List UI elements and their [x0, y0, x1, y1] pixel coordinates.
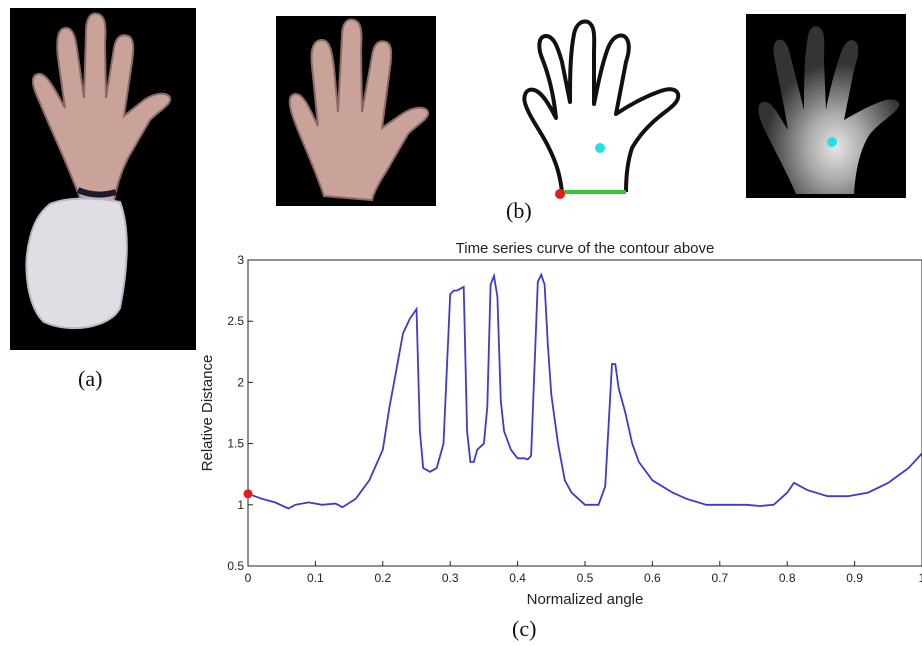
y-tick-label: 0.5 [227, 559, 244, 573]
contour-centroid [595, 143, 605, 153]
x-tick-label: 0.5 [577, 571, 594, 585]
x-tick-label: 0.2 [374, 571, 391, 585]
relative-distance-series [247, 272, 922, 510]
panel-c-label: (c) [512, 616, 537, 641]
x-tick-label: 0 [245, 571, 252, 585]
axis-ticks: 0 0.1 0.2 0.3 0.4 0.5 0.6 0.7 0.8 0.9 1 0.5 1 1.5 2 2.5… [227, 253, 922, 585]
x-tick-label: 0.4 [509, 571, 526, 585]
hand-contour [522, 19, 681, 193]
panel-b-hand-crop [276, 16, 436, 206]
hand-shape [32, 12, 172, 204]
panel-a-segmented-hand [10, 8, 196, 350]
hand-arm-photo [10, 8, 196, 350]
panel-a-label: (a) [78, 366, 103, 391]
panel-b-contour [512, 14, 688, 204]
y-tick-label: 2.5 [227, 314, 244, 328]
y-axis-label: Relative Distance [199, 355, 216, 472]
panel-b-label: (b) [506, 198, 532, 223]
panel-b-distance-transform [746, 14, 906, 198]
y-tick-label: 3 [237, 253, 244, 267]
x-tick-label: 0.3 [442, 571, 459, 585]
wrist-band [76, 187, 117, 198]
y-tick-label: 1.5 [227, 437, 244, 451]
distance-transform-shape [758, 26, 900, 194]
x-tick-label: 0.1 [307, 571, 324, 585]
hand-contour-drawing [522, 19, 681, 199]
y-tick-label: 2 [237, 375, 244, 389]
x-tick-label: 0.9 [846, 571, 863, 585]
x-tick-label: 0.7 [711, 571, 728, 585]
x-tick-label: 1 [919, 571, 922, 585]
x-tick-label: 0.8 [779, 571, 796, 585]
plot-area [247, 259, 922, 567]
x-axis-label: Normalized angle [527, 591, 644, 608]
sleeve [25, 197, 128, 330]
cropped-hand-shape [288, 18, 430, 202]
contour-start-point [555, 189, 565, 199]
y-tick-label: 1 [237, 498, 244, 512]
distance-transform-image [746, 14, 906, 198]
series-start-point [243, 489, 253, 499]
distance-transform-centroid [827, 137, 837, 147]
cropped-hand-photo [276, 16, 436, 206]
chart-title: Time series curve of the contour above [456, 240, 715, 257]
x-tick-label: 0.6 [644, 571, 661, 585]
